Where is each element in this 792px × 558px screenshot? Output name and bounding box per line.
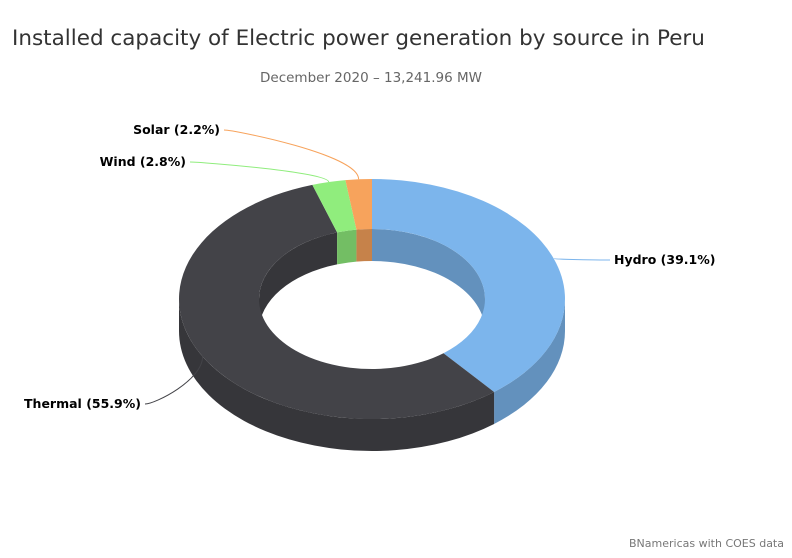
slice-inner-wall-thermal bbox=[259, 232, 338, 331]
data-label-wind: Wind (2.8%) bbox=[100, 154, 186, 169]
data-label-solar: Solar (2.2%) bbox=[133, 122, 220, 137]
chart-credit: BNamericas with COES data bbox=[629, 537, 784, 550]
connector-wind bbox=[189, 161, 330, 183]
chart-title: Installed capacity of Electric power gen… bbox=[12, 26, 705, 51]
slice-hydro[interactable] bbox=[372, 179, 566, 392]
connector-thermal bbox=[144, 356, 204, 405]
slice-inner-wall-wind bbox=[337, 229, 357, 265]
data-label-hydro: Hydro (39.1%) bbox=[614, 252, 715, 267]
data-label-thermal: Thermal (55.9%) bbox=[24, 396, 141, 411]
connector-solar bbox=[223, 129, 360, 180]
inner-walls bbox=[259, 229, 485, 331]
slice-thermal[interactable] bbox=[179, 184, 495, 419]
slice-outer-wall-thermal bbox=[179, 299, 495, 452]
outer-walls bbox=[179, 299, 566, 452]
chart-subtitle: December 2020 – 13,241.96 MW bbox=[260, 70, 482, 86]
slice-outer-wall-hydro bbox=[494, 299, 566, 424]
connector-hydro bbox=[553, 258, 611, 261]
slice-solar[interactable] bbox=[345, 179, 372, 230]
slice-wind[interactable] bbox=[312, 180, 357, 233]
slices bbox=[179, 179, 566, 419]
data-labels: Hydro (39.1%) Thermal (55.9%) Wind (2.8%) S… bbox=[24, 122, 715, 411]
slice-inner-wall-hydro bbox=[372, 229, 485, 331]
slice-inner-wall-solar bbox=[356, 229, 372, 262]
